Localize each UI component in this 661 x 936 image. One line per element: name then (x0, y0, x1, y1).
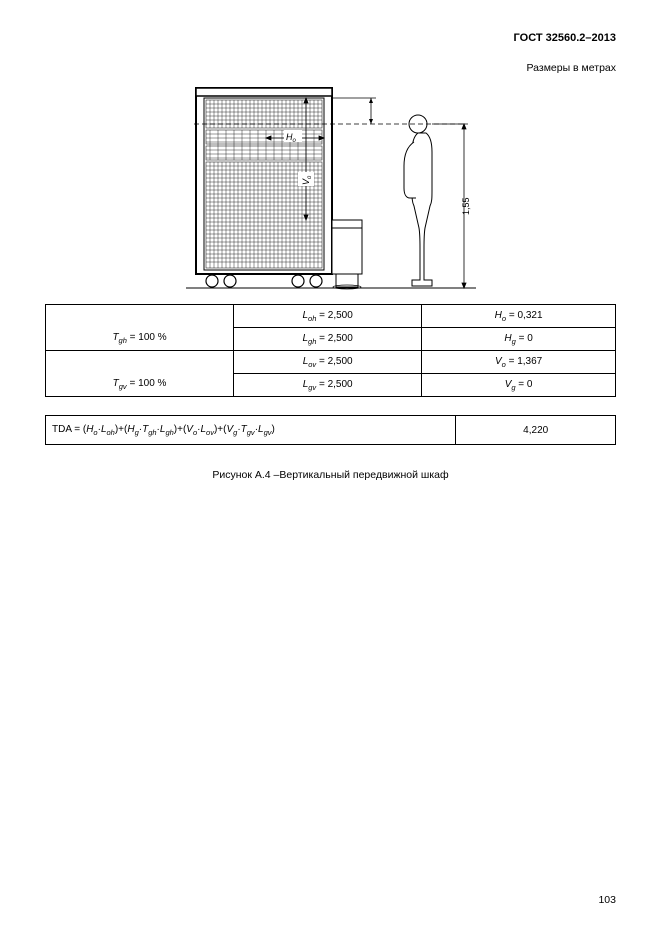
tda-formula: TDA = (Ho·Loh)+(Hg·Tgh·Lgh)+(Vo·Lov)+(Vg… (46, 416, 456, 445)
table-row: TDA = (Ho·Loh)+(Hg·Tgh·Lgh)+(Vo·Lov)+(Vg… (46, 416, 616, 445)
table-row: Tgv = 100 % Lgv = 2,500 Vg = 0 (46, 374, 616, 397)
figure-container: Ho Vo 1,55 (45, 80, 616, 298)
table-row: Tgh = 100 % Lgh = 2,500 Hg = 0 (46, 328, 616, 351)
units-label: Размеры в метрах (45, 62, 616, 74)
tda-table: TDA = (Ho·Loh)+(Hg·Tgh·Lgh)+(Vo·Lov)+(Vg… (45, 415, 616, 445)
cabinet-diagram: Ho Vo 1,55 (176, 80, 486, 295)
tda-value: 4,220 (456, 416, 616, 445)
table-row: Lov = 2,500 Vo = 1,367 (46, 351, 616, 374)
svg-text:1,55: 1,55 (461, 197, 471, 215)
page-number: 103 (598, 894, 616, 906)
table-row: Loh = 2,500 Ho = 0,321 (46, 305, 616, 328)
figure-caption: Рисунок А.4 –Вертикальный передвижной шк… (45, 469, 616, 481)
standard-header: ГОСТ 32560.2–2013 (45, 32, 616, 44)
parameters-table: Loh = 2,500 Ho = 0,321 Tgh = 100 % Lgh =… (45, 304, 616, 397)
